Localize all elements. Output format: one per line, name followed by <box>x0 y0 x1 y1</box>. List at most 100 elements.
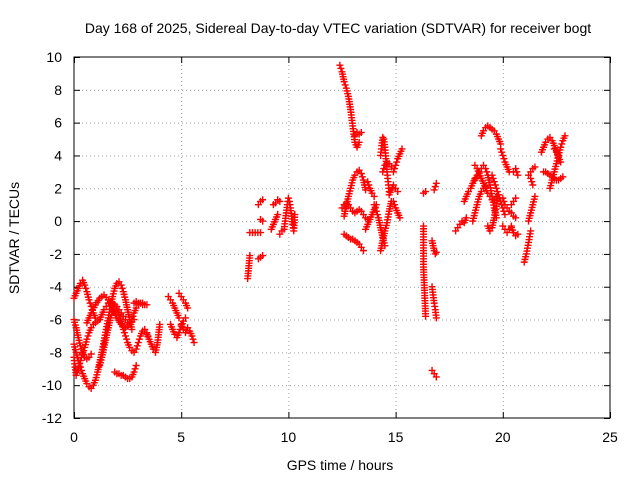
data-point <box>391 165 399 173</box>
data-point <box>557 143 565 151</box>
data-point <box>528 178 536 186</box>
data-point <box>357 128 365 136</box>
data-point <box>531 192 539 200</box>
y-tick-label: -4 <box>50 279 63 295</box>
data-point <box>499 194 507 202</box>
data-point <box>340 78 348 86</box>
data-point <box>355 138 363 146</box>
data-point <box>488 171 496 179</box>
data-point <box>371 204 379 212</box>
data-points <box>70 61 569 392</box>
data-point <box>123 335 131 343</box>
data-point <box>175 329 183 337</box>
data-point <box>121 332 129 340</box>
data-point <box>175 314 183 322</box>
data-point <box>274 211 282 219</box>
data-point <box>431 183 439 191</box>
data-point <box>291 211 299 219</box>
y-tick-label: -8 <box>50 344 63 360</box>
data-point <box>358 173 366 181</box>
data-point <box>82 284 90 292</box>
data-point <box>76 342 84 350</box>
data-point <box>483 168 491 176</box>
data-point <box>370 192 378 200</box>
data-point <box>389 197 397 205</box>
data-point <box>115 311 123 319</box>
data-point <box>398 145 406 153</box>
data-point <box>119 325 127 333</box>
data-point <box>130 368 138 376</box>
data-point <box>78 353 86 361</box>
data-point <box>432 248 440 256</box>
data-point <box>501 211 509 219</box>
data-point <box>372 207 380 215</box>
data-point <box>495 191 503 199</box>
data-point <box>490 178 498 186</box>
data-point <box>188 332 196 340</box>
data-point <box>379 168 387 176</box>
data-point <box>86 299 94 307</box>
data-point <box>81 281 89 289</box>
x-tick-label: 25 <box>602 429 618 445</box>
data-point <box>189 335 197 343</box>
data-point <box>117 281 125 289</box>
data-point <box>359 247 367 255</box>
data-point <box>531 163 539 171</box>
data-point <box>190 339 198 347</box>
data-point <box>561 132 569 140</box>
chart-title: Day 168 of 2025, Sidereal Day-to-day VTE… <box>85 20 591 36</box>
data-point <box>498 148 506 156</box>
plot-frame <box>73 56 611 419</box>
data-point <box>527 174 535 182</box>
data-point <box>513 168 521 176</box>
data-point <box>373 211 381 219</box>
data-point <box>129 312 137 320</box>
data-point <box>72 371 80 379</box>
data-point <box>116 314 124 322</box>
y-tick-label: -12 <box>42 410 62 426</box>
x-axis-label: GPS time / hours <box>287 457 394 473</box>
data-point <box>284 194 292 202</box>
data-point <box>132 345 140 353</box>
data-point <box>432 179 440 187</box>
x-tick-label: 15 <box>388 429 404 445</box>
data-point <box>257 229 265 237</box>
data-point <box>131 365 139 373</box>
data-point <box>392 161 400 169</box>
x-tick-label: 10 <box>281 429 297 445</box>
data-point <box>143 301 151 309</box>
data-point <box>514 230 522 238</box>
data-point <box>362 186 370 194</box>
y-tick-label: 10 <box>46 49 62 65</box>
data-point <box>389 168 397 176</box>
data-point <box>259 217 267 225</box>
data-point <box>135 335 143 343</box>
data-point <box>512 194 520 202</box>
data-point <box>184 304 192 312</box>
data-point <box>559 173 567 181</box>
data-point <box>396 214 404 222</box>
data-point <box>128 325 136 333</box>
data-point <box>118 284 126 292</box>
data-point <box>500 197 508 205</box>
x-tick-label: 5 <box>177 429 185 445</box>
data-point <box>432 314 440 322</box>
data-point <box>370 201 378 209</box>
data-point <box>91 319 99 327</box>
data-point <box>246 252 254 260</box>
y-tick-label: 6 <box>54 115 62 131</box>
data-point <box>364 178 372 186</box>
data-point <box>357 170 365 178</box>
data-point <box>500 155 508 163</box>
data-point <box>493 188 501 196</box>
data-point <box>558 140 566 148</box>
data-point <box>84 332 92 340</box>
data-point <box>79 350 87 358</box>
data-point <box>134 339 142 347</box>
data-point <box>336 61 344 69</box>
data-point <box>87 350 95 358</box>
data-point <box>462 214 470 222</box>
data-point <box>499 151 507 159</box>
data-point <box>529 181 537 189</box>
